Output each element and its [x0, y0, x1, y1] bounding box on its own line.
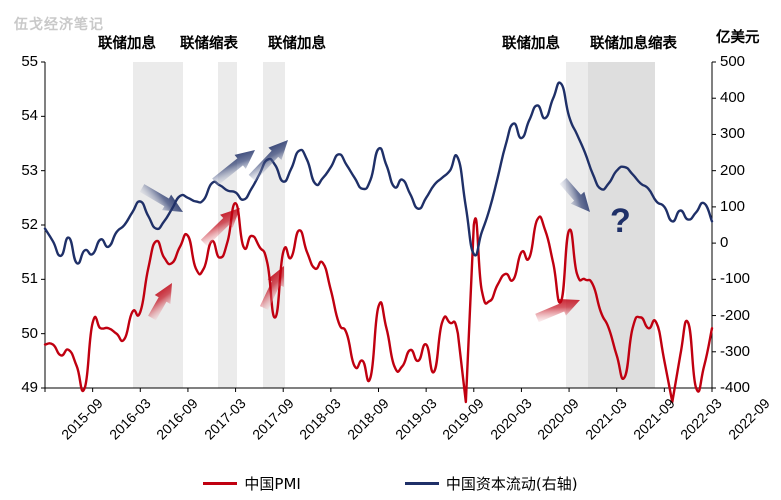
red-arrow-up-4	[535, 299, 581, 323]
y-axis-left-tick-label: 53	[21, 161, 38, 179]
red-arrow-up-1	[148, 282, 172, 321]
legend-swatch-pmi	[203, 481, 238, 485]
red-arrow-up-2	[200, 208, 241, 247]
y-axis-right-tick-label: 400	[720, 89, 746, 107]
blue-arrow-down-2	[559, 178, 590, 213]
y-axis-left-tick-label: 50	[21, 324, 38, 342]
shaded-band-5	[588, 62, 655, 388]
y-axis-right-tick-label: -200	[720, 306, 751, 324]
band-label-4: 联储加息	[502, 36, 560, 52]
legend-swatch-capital-flow	[404, 481, 439, 485]
y-axis-right-tick-label: -300	[720, 342, 751, 360]
y-axis-right-tick-label: 300	[720, 125, 746, 143]
blue-arrow-up-2	[248, 139, 288, 182]
band-label-3: 联储加息	[268, 36, 326, 52]
legend-label: 中国资本流动(右轴)	[445, 474, 578, 493]
y-axis-right-tick-label: -100	[720, 270, 751, 288]
y-axis-right-tick-label: 0	[720, 234, 729, 252]
legend-label: 中国PMI	[244, 474, 301, 493]
series-line-pmi	[43, 202, 714, 404]
question-mark-annotation: ?	[610, 202, 631, 240]
blue-arrow-down-1	[139, 184, 184, 212]
shaded-band-1	[133, 62, 183, 388]
blue-arrow-up-1	[212, 149, 255, 186]
y-axis-left-tick-label: 49	[21, 379, 38, 396]
shaded-band-4	[566, 62, 588, 388]
y-axis-left-tick-label: 54	[21, 107, 38, 125]
shaded-band-3	[263, 62, 285, 388]
red-arrow-up-3	[259, 265, 284, 310]
watermark: 伍戈经济笔记	[14, 17, 104, 33]
y-axis-right-tick-label: 500	[720, 53, 746, 70]
band-label-5: 联储加息缩表	[590, 36, 677, 52]
y-axis-right-tick-label: -400	[720, 379, 751, 396]
chart-legend: 中国PMI 中国资本流动(右轴)	[0, 466, 781, 500]
y-axis-left-tick-label: 51	[21, 270, 38, 288]
band-label-1: 联储加息	[98, 36, 156, 52]
legend-item-2[interactable]: 中国资本流动(右轴)	[404, 473, 578, 494]
band-label-2: 联储缩表	[180, 36, 238, 52]
y-axis-right-tick-label: 100	[720, 197, 746, 215]
y-axis-left-tick-label: 52	[21, 216, 38, 233]
right-axis-unit: 亿美元	[716, 30, 760, 46]
series-line-capital-flow	[43, 81, 714, 265]
y-axis-right-tick-label: 200	[720, 161, 746, 179]
legend-item-1[interactable]: 中国PMI	[203, 473, 301, 494]
y-axis-left-tick-label: 55	[21, 53, 38, 70]
